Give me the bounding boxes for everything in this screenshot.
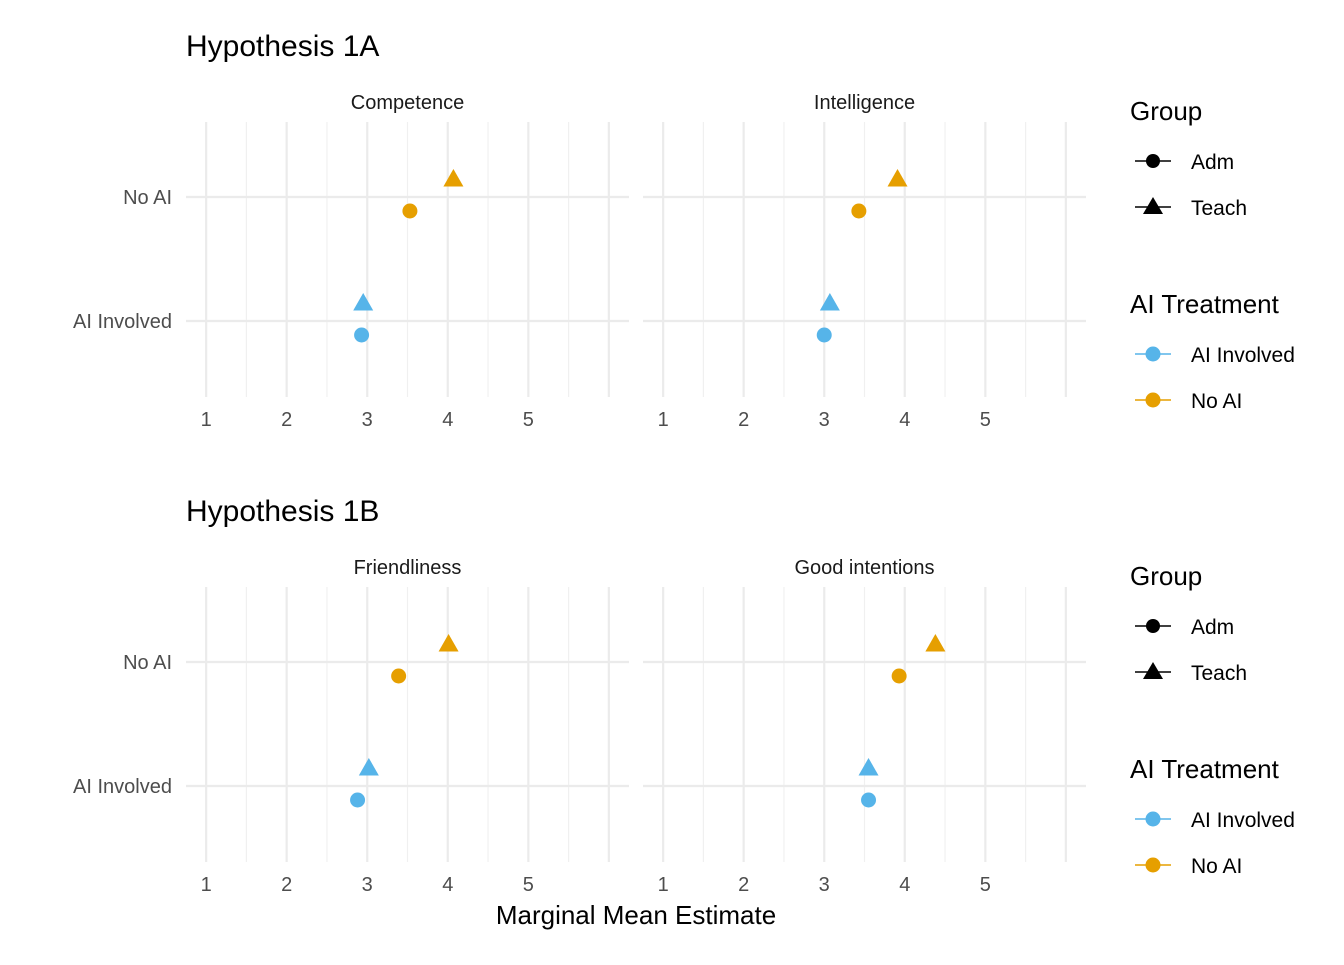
legend-label: AI Involved — [1191, 344, 1295, 367]
legend-key-circle — [1146, 619, 1160, 633]
data-point-adm — [402, 203, 418, 219]
legend-label: Teach — [1191, 197, 1247, 220]
data-point-adm — [891, 668, 907, 684]
x-tick-label: 3 — [362, 409, 373, 431]
x-tick-label: 3 — [819, 409, 830, 431]
legend-key-circle — [1145, 346, 1161, 362]
legend-key-circle — [1145, 811, 1161, 827]
legend-label: Adm — [1191, 616, 1234, 639]
x-axis-label: Marginal Mean Estimate — [496, 900, 776, 930]
data-point-adm — [816, 327, 832, 343]
x-tick-label: 5 — [523, 874, 534, 896]
legend-label: AI Involved — [1191, 809, 1295, 832]
data-point-teach — [819, 293, 840, 311]
x-tick-label: 3 — [362, 874, 373, 896]
legend-key-circle — [1145, 857, 1161, 873]
facet-2: Intelligence 1 2 3 4 5 — [643, 92, 1086, 431]
panel-title: Hypothesis 1A — [186, 30, 379, 63]
legend-title-treatment: AI Treatment — [1130, 754, 1280, 784]
facet-1: Competence 1 2 3 4 5 — [186, 92, 629, 431]
legend-title-treatment: AI Treatment — [1130, 289, 1280, 319]
data-point-adm — [350, 792, 366, 808]
facet-strip-label: Intelligence — [814, 92, 915, 114]
legend: Group Adm Teach AI Treatment AI Involved No A… — [1130, 96, 1295, 413]
data-point-teach — [443, 169, 464, 187]
x-tick-label: 1 — [658, 409, 669, 431]
x-tick-label: 1 — [201, 874, 212, 896]
legend: Group Adm Teach AI Treatment AI Involved No A… — [1130, 561, 1295, 878]
legend-key-circle — [1146, 154, 1160, 168]
x-tick-label: 4 — [442, 874, 453, 896]
x-tick-label: 3 — [819, 874, 830, 896]
x-tick-label: 4 — [899, 874, 910, 896]
x-tick-label: 2 — [738, 874, 749, 896]
legend-label: Adm — [1191, 151, 1234, 174]
legend-label: No AI — [1191, 855, 1242, 878]
y-tick-label: No AI — [123, 187, 172, 209]
legend-title-group: Group — [1130, 561, 1202, 591]
y-tick-label: No AI — [123, 652, 172, 674]
data-point-teach — [358, 758, 379, 776]
legend-key-triangle — [1143, 662, 1163, 679]
facet-2: Good intentions 1 2 3 4 5 — [643, 557, 1086, 896]
x-tick-label: 5 — [523, 409, 534, 431]
facet-1: Friendliness 1 2 3 4 5 — [186, 557, 629, 896]
x-tick-label: 4 — [442, 409, 453, 431]
legend-label: No AI — [1191, 390, 1242, 413]
data-point-teach — [858, 758, 879, 776]
x-tick-label: 5 — [980, 409, 991, 431]
legend-key-circle — [1145, 392, 1161, 408]
data-point-adm — [851, 203, 867, 219]
x-tick-label: 4 — [899, 409, 910, 431]
x-tick-label: 5 — [980, 874, 991, 896]
legend-label: Teach — [1191, 662, 1247, 685]
facet-strip-label: Competence — [351, 92, 464, 114]
data-point-teach — [887, 169, 908, 187]
facet-strip-label: Friendliness — [354, 557, 462, 579]
x-tick-label: 1 — [658, 874, 669, 896]
facet-strip-label: Good intentions — [794, 557, 934, 579]
data-point-teach — [925, 634, 946, 652]
x-tick-label: 2 — [281, 874, 292, 896]
legend-key-triangle — [1143, 197, 1163, 214]
data-point-teach — [438, 634, 459, 652]
data-point-adm — [354, 327, 370, 343]
data-point-teach — [353, 293, 374, 311]
y-tick-label: AI Involved — [73, 776, 172, 798]
data-point-adm — [861, 792, 877, 808]
x-tick-label: 2 — [738, 409, 749, 431]
y-tick-label: AI Involved — [73, 311, 172, 333]
panel-title: Hypothesis 1B — [186, 495, 379, 528]
data-point-adm — [391, 668, 407, 684]
legend-title-group: Group — [1130, 96, 1202, 126]
x-tick-label: 2 — [281, 409, 292, 431]
x-tick-label: 1 — [201, 409, 212, 431]
